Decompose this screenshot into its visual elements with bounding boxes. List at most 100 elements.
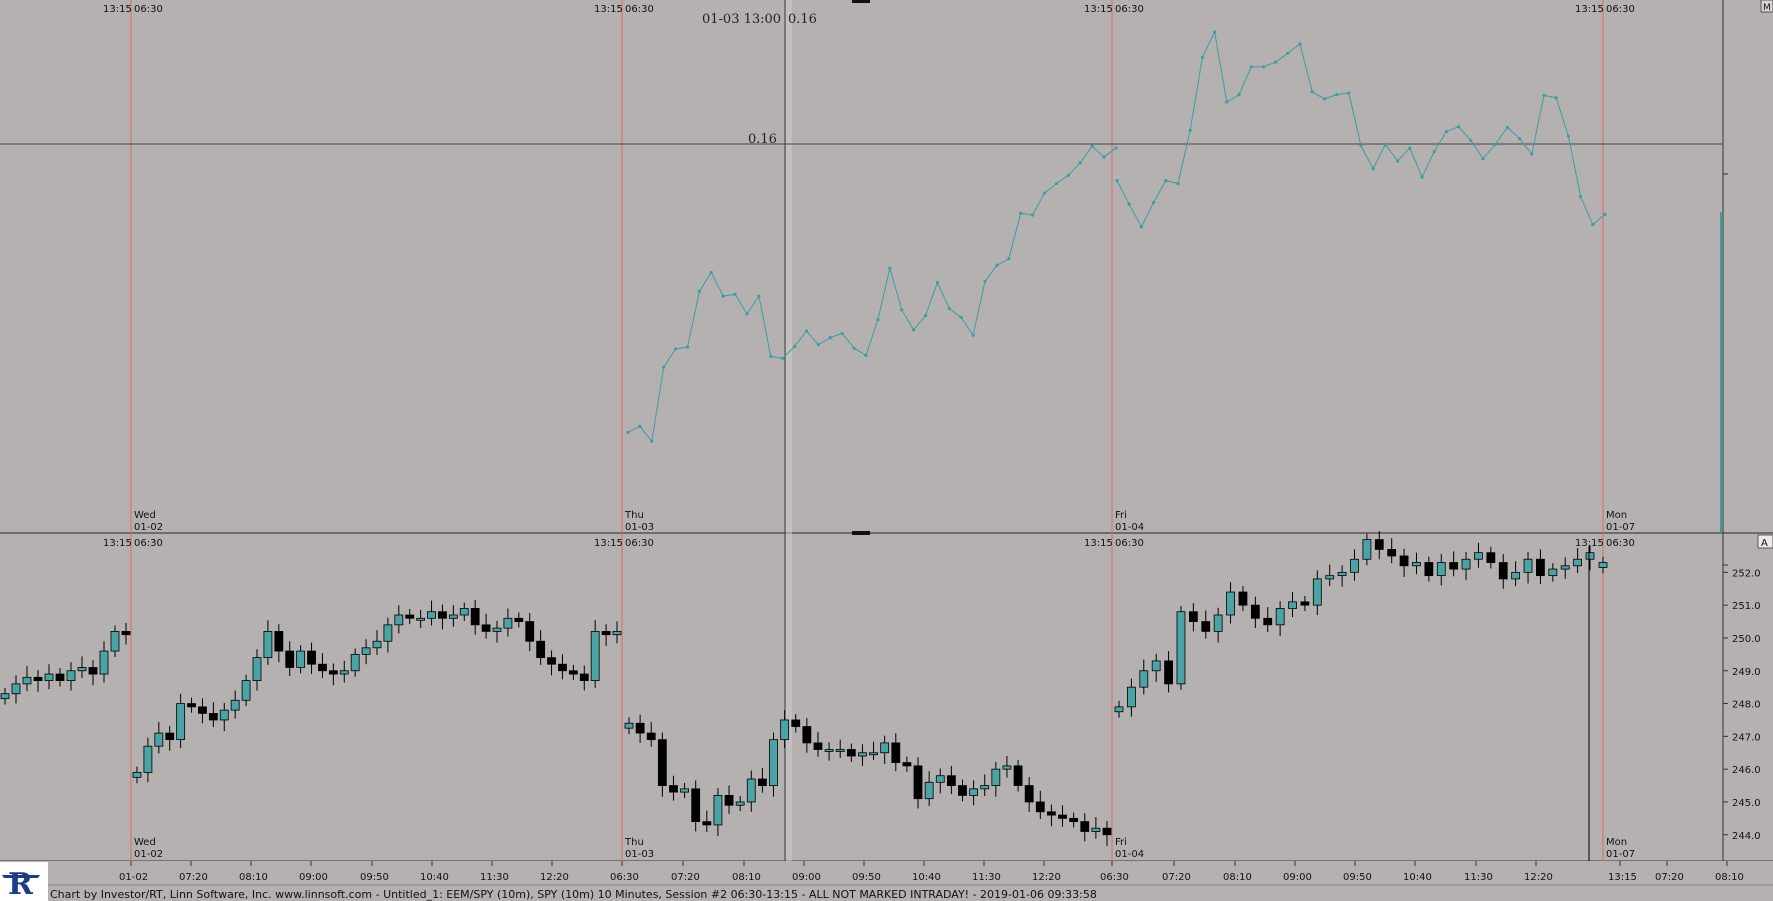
candle-body [1069, 817, 1079, 823]
candle-body [1176, 611, 1186, 685]
time-tick-label: 08:10 [239, 872, 268, 883]
ratio-point [1444, 129, 1448, 134]
candle-body [1275, 608, 1285, 626]
session-close-time: 13:15 [594, 538, 623, 549]
time-tick-label: 11:30 [1464, 872, 1493, 883]
candle-body [1585, 552, 1595, 560]
candle-body [1300, 601, 1310, 606]
bottom-pane-handle[interactable] [852, 531, 870, 535]
ratio-point [1031, 213, 1035, 217]
ratio-point [1042, 191, 1047, 195]
ratio-point [1347, 91, 1351, 95]
session-day-label: Thu [624, 510, 644, 521]
ratio-point [1261, 65, 1265, 69]
price-tick-label: 246.0 [1732, 765, 1761, 776]
session-open-time: 06:30 [1606, 538, 1635, 549]
time-tick-label: 09:00 [792, 872, 821, 883]
candle-body [383, 624, 393, 642]
candle-body [481, 624, 491, 632]
candle-body [924, 781, 934, 800]
ratio-point [1176, 181, 1180, 186]
candle-body [143, 745, 153, 773]
top-pane-flag-label: M [1763, 3, 1771, 13]
candle-body [547, 657, 556, 665]
candle-body [165, 732, 175, 741]
candle-body [525, 621, 535, 642]
candle-body [1263, 617, 1273, 626]
candle-body [1114, 706, 1124, 713]
ratio-point [733, 292, 737, 296]
ratio-point [626, 430, 630, 434]
candle-body [869, 752, 878, 756]
ratio-point [1603, 212, 1607, 216]
ratio-point [864, 353, 868, 357]
top-pane-handle[interactable] [852, 0, 870, 3]
candle-body [372, 640, 382, 649]
ratio-point [1518, 136, 1522, 141]
candle-body [835, 749, 845, 752]
ratio-point [888, 266, 892, 270]
bottom-pane-flag[interactable] [1757, 534, 1773, 549]
ratio-point [697, 289, 702, 293]
candle-body [813, 742, 823, 750]
candle-body [1337, 571, 1347, 577]
candle-body [1139, 670, 1149, 688]
session-date-label: 01-04 [1115, 849, 1144, 860]
ratio-point [1298, 42, 1302, 46]
candle-body [0, 693, 10, 700]
ratio-point [1127, 202, 1131, 206]
session-day-label: Fri [1115, 837, 1127, 848]
candle-body [459, 608, 469, 616]
session-close-time: 13:15 [1084, 4, 1113, 15]
ratio-point [685, 345, 690, 349]
candle-body [285, 650, 295, 668]
ratio-line [627, 145, 1117, 443]
bottom-pane-flag-label: A [1761, 538, 1768, 549]
candle-body [724, 795, 734, 806]
ratio-point [1530, 152, 1534, 156]
candle-body [1250, 604, 1260, 619]
price-tick-label: 250.0 [1732, 634, 1761, 645]
candle-body [791, 719, 801, 727]
top-pane-flag[interactable] [1760, 0, 1773, 13]
candle-body [902, 762, 912, 767]
candle-body [296, 650, 306, 668]
ratio-point [1286, 51, 1290, 55]
ratio-point [1371, 167, 1375, 171]
candle-body [1412, 562, 1421, 567]
session-date-label: 01-02 [134, 849, 163, 860]
ratio-point [804, 329, 809, 333]
ratio-point [912, 328, 916, 332]
candle-body [503, 617, 513, 629]
candle-body [590, 631, 600, 682]
session-close-time: 13:15 [103, 4, 132, 15]
candle-body [991, 768, 1001, 786]
candle-body [154, 732, 164, 747]
ratio-point [1102, 155, 1106, 159]
investor-rt-logo[interactable]: R [0, 862, 48, 901]
session-close-time: 13:15 [1084, 538, 1113, 549]
ratio-point [1310, 90, 1314, 94]
session-open-time: 06:30 [134, 538, 163, 549]
ratio-point [935, 280, 940, 285]
candle-body [361, 647, 371, 655]
candle-body [66, 670, 76, 682]
candle-body [492, 627, 502, 632]
time-tick-label: 09:00 [299, 872, 328, 883]
session-open-time: 06:30 [1115, 538, 1144, 549]
ratio-point [1139, 225, 1143, 229]
candle-body [780, 719, 790, 741]
ratio-point [1493, 142, 1497, 147]
candle-body [624, 722, 634, 729]
candle-body [1536, 558, 1545, 577]
time-tick-label: 07:20 [179, 872, 208, 883]
ratio-point [1322, 97, 1326, 101]
candle-body [1436, 562, 1446, 577]
session-date-label: 01-07 [1606, 522, 1635, 533]
time-tick-label: 12:20 [540, 872, 569, 883]
candle-body [946, 775, 956, 786]
candle-body [77, 667, 87, 672]
candle-body [241, 680, 251, 701]
candle-body [198, 706, 207, 714]
session-open-time: 06:30 [625, 538, 654, 549]
